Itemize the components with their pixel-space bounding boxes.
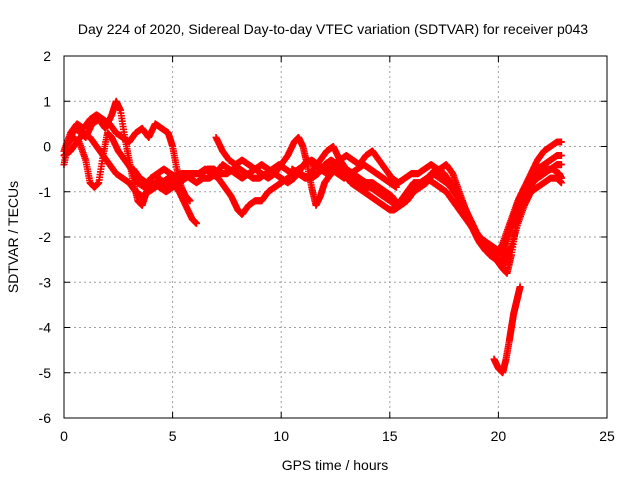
data-point [186,197,194,205]
y-tick-label: 0 [43,139,51,155]
y-tick-label: -2 [39,229,52,245]
x-tick-label: 0 [60,428,68,444]
data-point [557,179,565,187]
y-tick-label: -4 [39,320,52,336]
plot-frame [63,55,608,419]
data-point [557,152,565,160]
data-point [557,138,565,146]
series-track-7 [429,138,565,255]
data-point [392,183,400,191]
data-point [557,161,565,169]
chart-title: Day 224 of 2020, Sidereal Day-to-day VTE… [78,21,588,37]
y-tick-label: -6 [39,410,52,426]
x-tick-label: 25 [599,428,615,444]
data-markers [60,97,565,377]
x-tick-label: 15 [382,428,398,444]
y-axis-label: SDTVAR / TECUs [5,181,21,293]
y-tick-label: 2 [43,48,51,64]
tick-labels: 0 5 10 15 20 25 -6 -5 -4 -3 -2 -1 0 1 2 [39,48,615,444]
series-track-8 [490,283,524,377]
y-tick-label: -1 [39,184,52,200]
y-tick-label: -5 [39,365,52,381]
series-track-9 [60,129,400,200]
x-axis-label: GPS time / hours [282,457,389,473]
grid-lines [64,56,607,418]
x-tick-label: 5 [169,428,177,444]
x-tick-label: 10 [273,428,289,444]
data-point [516,283,524,291]
data-point [192,219,200,227]
y-tick-label: -3 [39,274,52,290]
x-tick-label: 20 [491,428,507,444]
y-tick-label: 1 [43,93,51,109]
